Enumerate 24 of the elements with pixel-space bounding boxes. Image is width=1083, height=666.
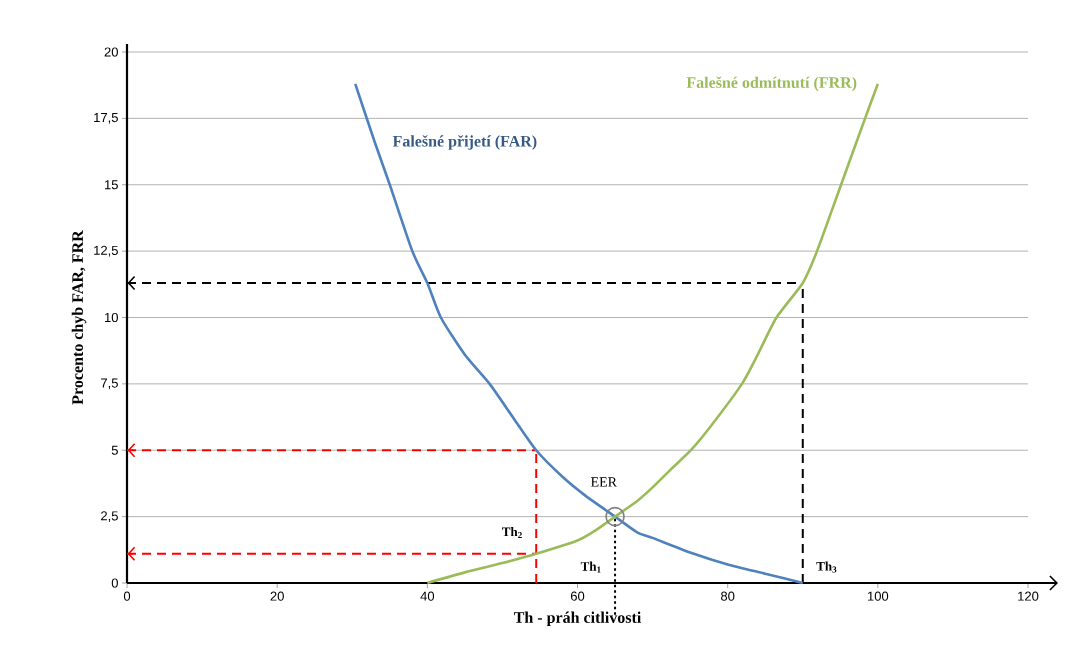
y-tick-label: 2,5 — [101, 511, 118, 522]
x-tick-label: 20 — [270, 591, 284, 601]
series-label: Falešné odmítnutí (FRR) — [686, 76, 857, 92]
x-tick-label: 40 — [420, 591, 435, 601]
ref-line-label: Th$_{3}$ — [816, 561, 837, 573]
series-label: Falešné přijetí (FAR) — [392, 135, 537, 150]
y-tick-label: 15 — [105, 180, 118, 190]
x-tick-label: 80 — [721, 591, 735, 601]
y-tick-label: 17,5 — [94, 113, 118, 124]
ref-line-label: Th$_{2}$ — [502, 527, 522, 539]
x-tick-label: 100 — [867, 591, 889, 601]
annotation: EER — [590, 477, 617, 487]
x-axis-title: Th - práh citlivosti — [513, 611, 642, 627]
y-axis-title: Procento chyb FAR, FRR — [71, 230, 87, 405]
y-tick-label: 0 — [111, 578, 118, 588]
y-tick-label: 20 — [104, 47, 118, 57]
y-tick-label: 5 — [111, 445, 118, 455]
ref-line-label: Th$_{1}$ — [580, 561, 601, 573]
y-tick-label: 7,5 — [101, 378, 118, 390]
x-tick-label: 0 — [123, 591, 131, 601]
x-tick-label: 120 — [1018, 591, 1039, 601]
y-tick-label: 10 — [105, 312, 118, 323]
x-tick-label: 60 — [570, 591, 585, 601]
y-tick-label: 12,5 — [94, 245, 118, 257]
